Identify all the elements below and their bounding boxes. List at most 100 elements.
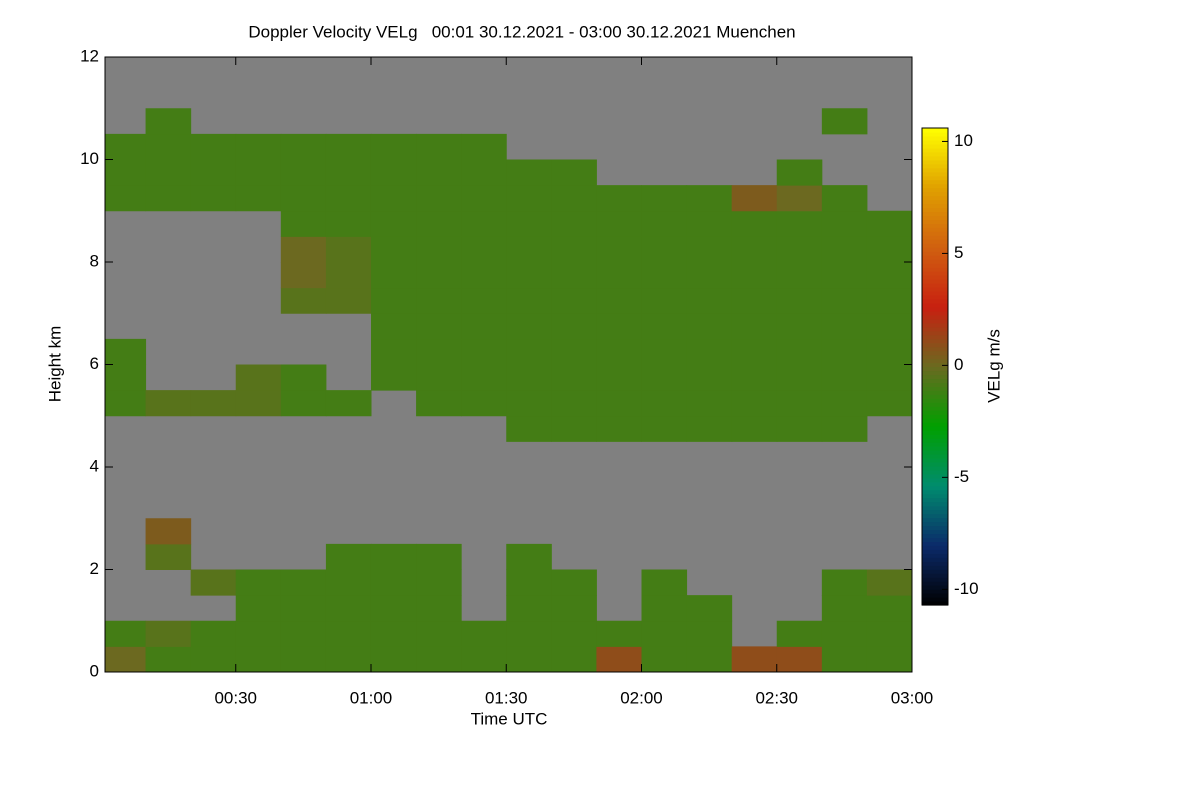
heatmap-cell (551, 415, 597, 442)
heatmap-cell (145, 646, 192, 672)
heatmap-cell (105, 620, 147, 647)
heatmap-cell (641, 415, 688, 442)
heatmap-cell (551, 338, 597, 365)
colorbar-swatch (922, 390, 948, 395)
heatmap-cell (105, 133, 147, 160)
colorbar-tick-label: 10 (954, 131, 973, 150)
heatmap-cell (776, 210, 823, 237)
y-tick-label: 2 (90, 559, 99, 578)
heatmap-cell (551, 620, 597, 647)
heatmap-cell (190, 185, 237, 212)
colorbar-swatch (922, 394, 948, 399)
colorbar-swatch (922, 481, 948, 487)
heatmap-cell (731, 646, 778, 672)
heatmap-cell (821, 415, 868, 442)
colorbar-swatch (922, 430, 948, 435)
colorbar-swatch (922, 597, 948, 602)
colorbar-swatch (922, 151, 948, 157)
heatmap-cell (821, 185, 868, 212)
heatmap-cell (325, 620, 372, 647)
colorbar-swatch (922, 306, 948, 312)
heatmap-cell (776, 185, 823, 212)
colorbar-swatch (922, 410, 948, 415)
heatmap-cell (280, 236, 327, 263)
colorbar-swatch (922, 342, 948, 348)
heatmap-cell (596, 364, 642, 391)
heatmap-cell (235, 185, 282, 212)
colorbar-swatch (922, 398, 948, 403)
colorbar-swatch (922, 537, 948, 542)
heatmap-cell (641, 313, 688, 340)
colorbar-swatch (922, 513, 948, 519)
colorbar-tick-label: 5 (954, 243, 963, 262)
heatmap-cell (776, 159, 823, 186)
colorbar-swatch (922, 549, 948, 554)
heatmap-cell (416, 313, 462, 340)
colorbar-swatch (922, 402, 948, 407)
heatmap-cell (866, 595, 912, 622)
heatmap-cell (551, 390, 597, 417)
heatmap-cell (280, 262, 327, 289)
heatmap-cell (416, 287, 462, 314)
colorbar-swatch (922, 223, 948, 228)
colorbar-swatch (922, 457, 948, 463)
heatmap-cell (145, 518, 192, 545)
heatmap-cell (416, 338, 462, 365)
colorbar-swatch (922, 143, 948, 149)
heatmap-cell (370, 210, 417, 237)
heatmap-cell (370, 595, 417, 622)
heatmap-cell (641, 185, 688, 212)
heatmap-cell (866, 390, 912, 417)
heatmap-cell (461, 338, 507, 365)
heatmap-cell (821, 287, 868, 314)
heatmap-cell (235, 595, 282, 622)
heatmap-cell (596, 210, 642, 237)
heatmap-cell (461, 159, 507, 186)
heatmap-cell (596, 236, 642, 263)
colorbar-swatch (922, 175, 948, 181)
heatmap-cell (461, 185, 507, 212)
heatmap-cell (280, 210, 327, 237)
heatmap-cell (821, 595, 868, 622)
heatmap-cell (105, 364, 147, 391)
heatmap-cell (416, 364, 462, 391)
heatmap-cell (821, 108, 868, 135)
heatmap-cell (325, 262, 372, 289)
heatmap-cell (370, 646, 417, 672)
heatmap-cell (596, 185, 642, 212)
heatmap-cell (190, 646, 237, 672)
heatmap-cell (506, 236, 552, 263)
heatmap-cell (370, 543, 417, 570)
heatmap-cell (776, 620, 823, 647)
heatmap-cell (596, 262, 642, 289)
heatmap-cell (641, 569, 688, 596)
x-tick-label: 00:30 (214, 688, 257, 707)
heatmap-cell (866, 364, 912, 391)
x-tick-label: 02:30 (755, 688, 798, 707)
heatmap-cell (105, 159, 147, 186)
heatmap-cell (506, 159, 552, 186)
heatmap-cell (551, 569, 597, 596)
colorbar-swatch (922, 235, 948, 240)
colorbar-swatch (922, 465, 948, 471)
colorbar-swatch (922, 501, 948, 507)
heatmap-cell (686, 262, 733, 289)
heatmap-cell (506, 543, 552, 570)
heatmap-cell (506, 646, 552, 672)
colorbar-swatch (922, 589, 948, 594)
colorbar-swatch (922, 227, 948, 232)
colorbar-swatch (922, 239, 948, 244)
heatmap-cell (686, 390, 733, 417)
heatmap-cell (105, 185, 147, 212)
heatmap-cell (776, 390, 823, 417)
heatmap-cell (641, 262, 688, 289)
colorbar-swatch (922, 453, 948, 459)
colorbar-swatch (922, 330, 948, 336)
colorbar-swatch (922, 302, 948, 308)
heatmap-cell (506, 569, 552, 596)
colorbar-swatch (922, 374, 948, 380)
heatmap-cell (686, 313, 733, 340)
heatmap-cell (686, 185, 733, 212)
colorbar-swatch (922, 553, 948, 558)
heatmap-cell (641, 210, 688, 237)
